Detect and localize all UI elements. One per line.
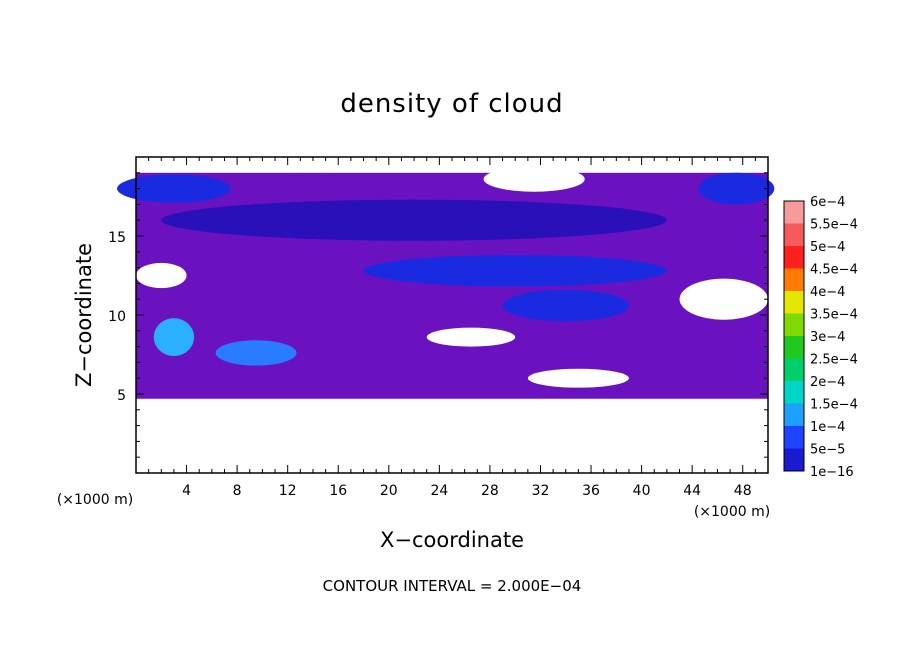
- colorbar-label: 1e−16: [810, 465, 854, 480]
- colorbar-label: 4.5e−4: [810, 263, 858, 278]
- field-band_upper: [161, 199, 667, 241]
- field-hole_mid: [426, 327, 516, 347]
- plot-area: [117, 157, 775, 473]
- colorbar-label: 2.5e−4: [810, 353, 858, 368]
- y-unit-label: (×1000 m): [57, 492, 133, 508]
- colorbar-label: 4e−4: [810, 285, 845, 300]
- colorbar-swatch: [784, 358, 804, 382]
- field-band_lower: [502, 289, 629, 322]
- x-tick-label: 40: [633, 483, 651, 499]
- colorbar-label: 5e−4: [810, 240, 845, 255]
- y-axis-label: Z−coordinate: [72, 243, 96, 387]
- x-tick-label: 32: [532, 483, 550, 499]
- colorbar-swatch: [784, 246, 804, 269]
- x-tick-label: 16: [329, 483, 347, 499]
- colorbar-label: 3e−4: [810, 330, 845, 345]
- x-tick-label: 12: [279, 483, 297, 499]
- x-tick-label: 28: [481, 483, 499, 499]
- colorbar-swatch: [784, 223, 804, 247]
- x-tick-label: 4: [182, 483, 191, 499]
- field-topleft: [117, 174, 231, 203]
- colorbar-swatch: [784, 336, 804, 359]
- colorbar-swatch: [784, 268, 804, 292]
- colorbar-label: 1e−4: [810, 420, 845, 435]
- field-hole_low: [527, 368, 629, 388]
- field-core1: [153, 318, 195, 357]
- y-tick-label: 5: [117, 388, 126, 404]
- y-tick-label: 10: [108, 309, 126, 325]
- x-tick-label: 48: [734, 483, 752, 499]
- colorbar-label: 1.5e−4: [810, 398, 858, 413]
- field-topright: [698, 172, 775, 205]
- x-tick-label: 8: [233, 483, 242, 499]
- field-hole_top: [483, 166, 585, 192]
- colorbar-swatch: [784, 313, 804, 337]
- x-tick-label: 20: [380, 483, 398, 499]
- colorbar-label: 5.5e−4: [810, 218, 858, 233]
- contour-interval-note: CONTOUR INTERVAL = 2.000E−04: [323, 577, 582, 595]
- colorbar-swatch: [784, 201, 804, 224]
- x-tick-label: 36: [582, 483, 600, 499]
- colorbar-label: 2e−4: [810, 375, 845, 390]
- colorbar-label: 6e−4: [810, 195, 845, 210]
- colorbar-swatch: [784, 426, 804, 449]
- colorbar-swatch: [784, 381, 804, 404]
- colorbar-swatch: [784, 291, 804, 314]
- colorbar-label: 5e−5: [810, 443, 845, 458]
- field-hole_right: [679, 278, 768, 320]
- x-tick-label: 24: [430, 483, 448, 499]
- field-core2: [215, 340, 297, 366]
- chart-title: density of cloud: [340, 89, 563, 119]
- y-tick-label: 15: [108, 230, 126, 246]
- x-unit-label: (×1000 m): [694, 504, 770, 520]
- colorbar-label: 3.5e−4: [810, 308, 858, 323]
- field-hole_left: [136, 262, 187, 289]
- x-axis-label: X−coordinate: [380, 528, 524, 552]
- colorbar-swatch: [784, 403, 804, 427]
- field-band_mid: [363, 254, 667, 287]
- x-tick-label: 44: [683, 483, 701, 499]
- field-clear: [422, 400, 436, 458]
- colorbar-frame: [783, 200, 805, 472]
- colorbar: 6e−4 5.5e−4 5e−4 4.5e−4 4e−4 3.5e−4 3e−4 2.5e−4…: [783, 195, 858, 480]
- colorbar-swatch: [784, 448, 804, 472]
